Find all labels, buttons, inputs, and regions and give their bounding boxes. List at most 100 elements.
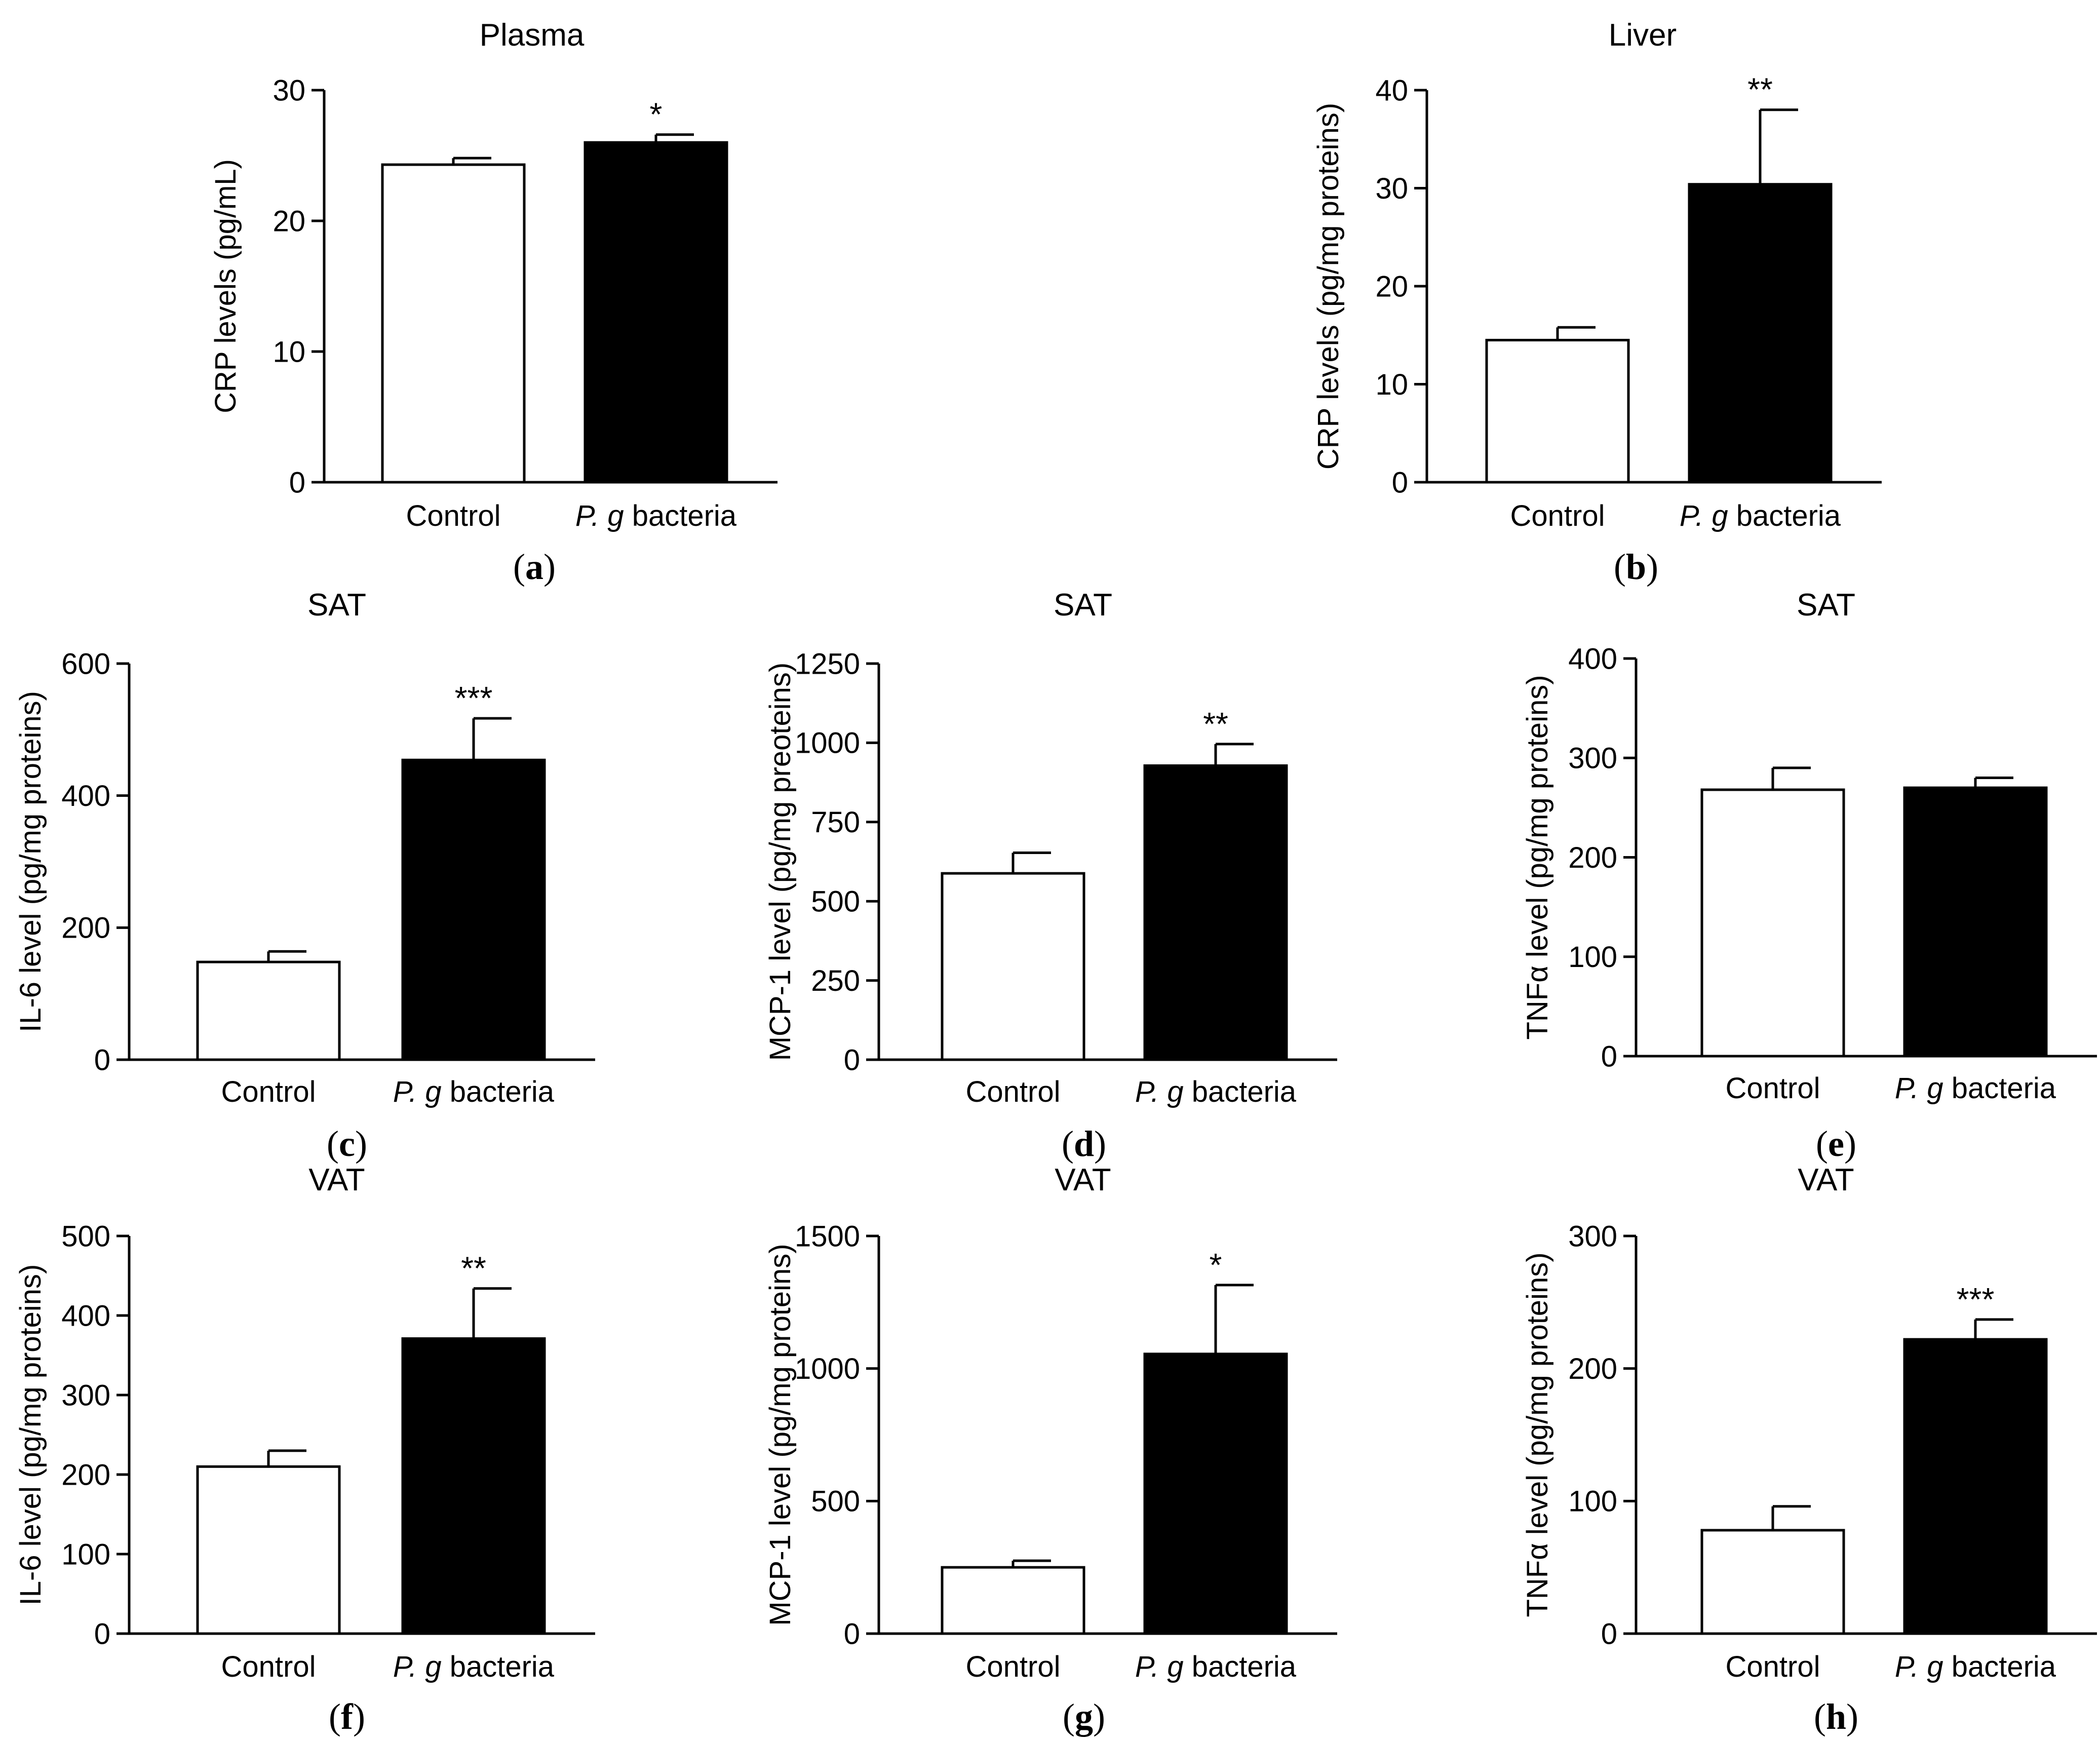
x-tick-label: P. g bacteria: [1680, 499, 1841, 532]
bar-control: [196, 960, 341, 1061]
panel-c: SAT 0 200 400 600 IL-6 level (pg/mg proteins)…: [14, 588, 595, 1164]
x-tick-label: Control: [966, 1650, 1061, 1683]
y-tick-label: 400: [1568, 642, 1617, 675]
x-tick-label: Control: [221, 1650, 316, 1683]
significance-marker: **: [461, 1250, 486, 1287]
y-tick-label: 1500: [795, 1220, 860, 1253]
panel-caption: (e): [1816, 1124, 1856, 1164]
significance-marker: *: [650, 96, 663, 133]
panel-f: VAT 0 100 200 300 400 500 IL-6 level (pg/mg pro…: [14, 1163, 595, 1737]
chart-title: SAT: [1797, 588, 1855, 623]
significance-marker: **: [1203, 706, 1228, 742]
y-tick-label: 200: [61, 912, 110, 945]
bar-treated: [1688, 183, 1833, 484]
y-axis-label: TNFα level (pg/mg proteins): [1521, 1252, 1554, 1617]
bar-treated: [1903, 1338, 2048, 1635]
y-tick-label: 1000: [795, 1352, 860, 1385]
y-tick-label: 100: [61, 1538, 110, 1571]
x-tick-label: P. g bacteria: [1135, 1075, 1297, 1108]
y-tick-label: 750: [811, 806, 860, 839]
y-tick-label: 200: [1568, 841, 1617, 874]
y-tick-label: 1000: [795, 727, 860, 760]
chart-title: Plasma: [480, 18, 585, 53]
y-tick-label: 200: [61, 1458, 110, 1491]
bar-treated: [1903, 786, 2048, 1058]
bar-treated: [1143, 1352, 1288, 1635]
panel-caption: (h): [1814, 1696, 1858, 1737]
significance-marker: **: [1747, 71, 1773, 108]
y-axis-label: MCP-1 level (pg/mg preoteins): [764, 663, 797, 1061]
y-tick-label: 0: [94, 1043, 110, 1076]
y-tick-label: 0: [844, 1617, 860, 1650]
y-tick-label: 20: [273, 205, 305, 238]
y-tick-label: 30: [1375, 172, 1408, 205]
y-tick-label: 400: [61, 780, 110, 813]
y-axis-label: MCP-1 level (pg/mg proteins): [764, 1244, 797, 1626]
y-tick-label: 500: [811, 1485, 860, 1518]
x-tick-label: Control: [221, 1075, 316, 1108]
panel-caption: (a): [513, 547, 556, 587]
x-tick-label: P. g bacteria: [1135, 1650, 1297, 1683]
y-tick-label: 10: [273, 335, 305, 368]
y-axis-label: IL-6 level (pg/mg proteins): [14, 1264, 47, 1606]
y-tick-label: 500: [811, 885, 860, 918]
chart-title: VAT: [308, 1163, 365, 1197]
bar-control: [941, 1566, 1085, 1635]
bar-control: [1700, 788, 1845, 1058]
bar-control: [196, 1465, 341, 1635]
panel-caption: (c): [327, 1124, 367, 1164]
y-axis-label: CRP levels (pg/mg proteins): [1312, 103, 1345, 470]
bar-treated: [584, 141, 728, 484]
y-tick-label: 0: [1601, 1617, 1617, 1650]
y-tick-label: 300: [1568, 742, 1617, 775]
x-tick-label: P. g bacteria: [393, 1075, 555, 1108]
y-axis-label: TNFα level (pg/mg proteins): [1521, 675, 1554, 1039]
panel-caption: (b): [1614, 547, 1658, 587]
bar-treated: [401, 758, 546, 1061]
bar-control: [1485, 338, 1630, 484]
significance-marker: *: [1210, 1247, 1222, 1283]
chart-title: SAT: [1054, 588, 1112, 623]
panel-a: Plasma 0 10 20 30 CRP levels (pg/mL) Control P.…: [209, 18, 777, 587]
panel-caption: (g): [1063, 1696, 1105, 1737]
chart-title: Liver: [1609, 18, 1677, 53]
y-tick-label: 0: [844, 1043, 860, 1076]
x-tick-label: Control: [406, 499, 501, 532]
panel-b: Liver 0 10 20 30 40 CRP levels (pg/mg proteins…: [1312, 18, 1882, 587]
chart-title: SAT: [307, 588, 366, 623]
x-tick-label: P. g bacteria: [1895, 1072, 2056, 1105]
x-tick-label: P. g bacteria: [575, 499, 737, 532]
y-tick-label: 40: [1375, 74, 1408, 107]
y-tick-label: 500: [61, 1220, 110, 1253]
y-tick-label: 250: [811, 964, 860, 997]
x-tick-label: Control: [1726, 1650, 1820, 1683]
y-tick-label: 0: [289, 466, 305, 499]
y-tick-label: 600: [61, 647, 110, 680]
y-tick-label: 30: [273, 74, 305, 107]
bar-treated: [401, 1337, 546, 1635]
y-tick-label: 1250: [795, 647, 860, 680]
x-tick-label: Control: [1726, 1072, 1820, 1105]
y-tick-label: 20: [1375, 270, 1408, 303]
x-tick-label: Control: [966, 1075, 1061, 1108]
panel-caption: (f): [329, 1696, 365, 1737]
y-tick-label: 100: [1568, 941, 1617, 974]
bar-treated: [1143, 764, 1288, 1061]
y-tick-label: 300: [61, 1379, 110, 1412]
significance-marker: ***: [455, 680, 493, 716]
panel-caption: (d): [1062, 1124, 1106, 1164]
panel-h: VAT 0 100 200 300 TNFα level (pg/mg proteins)…: [1521, 1163, 2097, 1737]
bar-control: [1700, 1529, 1845, 1635]
x-tick-label: P. g bacteria: [393, 1650, 555, 1683]
y-axis-label: IL-6 level (pg/mg proteins): [14, 691, 47, 1032]
y-axis-label: CRP levels (pg/mL): [209, 159, 242, 413]
chart-title: VAT: [1798, 1163, 1854, 1197]
y-tick-label: 0: [1601, 1040, 1617, 1073]
significance-marker: ***: [1957, 1281, 1995, 1318]
chart-title: VAT: [1055, 1163, 1111, 1197]
bar-control: [941, 872, 1085, 1061]
y-tick-label: 300: [1568, 1220, 1617, 1253]
